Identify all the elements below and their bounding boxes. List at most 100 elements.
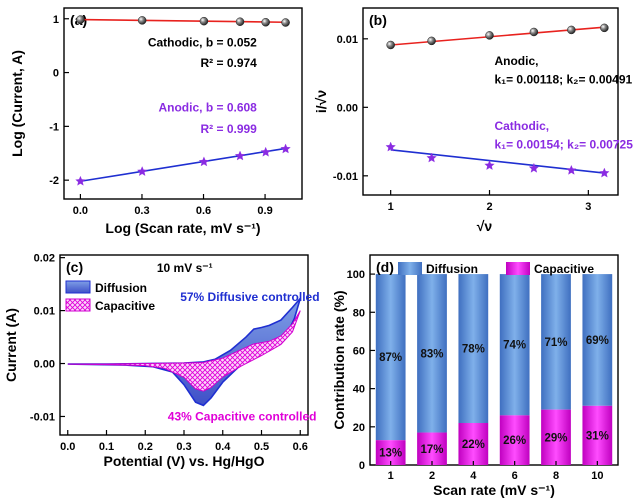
panel-b-point-cathodic — [599, 167, 610, 178]
panel-d-bar-diffusion — [375, 274, 406, 441]
panel-c-annotation-diffusive: 57% Diffusive controlled — [180, 290, 319, 304]
panel-d-label-diffusion: 87% — [379, 352, 402, 364]
panel-d-label-diffusion: 71% — [544, 337, 567, 349]
panel-b-annotation: k₁= 0.00154; k₂= 0.00725 — [494, 137, 633, 151]
chart-panel-d: 0 20 40 60 80 100 87% 13% 1 83% 17% 2 78% 22% 4 74% 26% 6… — [331, 254, 619, 498]
panel-b-xtick-label: 2 — [486, 201, 492, 213]
panel-a-point-anodic — [198, 156, 210, 167]
panel-a-point-anodic — [260, 146, 271, 157]
panel-b-annotation: Cathodic, — [494, 119, 549, 133]
panel-a-fit-cathodic — [80, 18, 286, 24]
panel-b-label: (b) — [369, 12, 387, 28]
panel-a-annotation: Cathodic, b = 0.052 — [148, 36, 257, 50]
panel-d-label-capacitive: 22% — [462, 439, 485, 451]
panel-b-point-cathodic — [528, 162, 540, 173]
panel-d-bar-diffusion — [417, 274, 447, 433]
panel-b-point-anodic — [600, 23, 609, 33]
chart-panel-b: 1 2 3 0.01 0.00 -0.01 (b) √ν i/√ν Anodic, k₁= 0.00… — [313, 7, 633, 234]
panel-d-bar-capacitive — [499, 415, 530, 465]
panel-a-point-cathodic — [235, 17, 245, 26]
chart-panel-c: 0.0 0.1 0.2 0.3 0.4 0.5 0.6 0.02 0.01 0.00 -0.01 (c… — [3, 253, 320, 469]
panel-b-point-anodic — [427, 36, 436, 46]
panel-a-point-cathodic — [261, 18, 270, 27]
panel-a-xtick-label: 0.3 — [134, 205, 149, 217]
panel-a-point-cathodic — [281, 18, 290, 27]
panel-d-label-diffusion: 69% — [586, 335, 609, 347]
panel-c-annotation-capacitive: 43% Capacitive controlled — [168, 410, 317, 424]
panel-b-annotation: k₁= 0.00118; k₂= 0.00491 — [494, 72, 632, 86]
panel-d-bar-diffusion — [582, 274, 613, 406]
panel-b-ytick-label: 0.00 — [337, 102, 358, 114]
panel-b-ytick-label: -0.01 — [333, 171, 358, 183]
panel-d-bar-diffusion — [499, 274, 530, 416]
panel-c-title: 10 mV s⁻¹ — [157, 261, 213, 275]
panel-a-ylabel: Log (Current, A) — [9, 50, 25, 157]
panel-a-annotation: R² = 0.974 — [200, 56, 257, 70]
panel-d-legend-swatch-capacitive — [506, 262, 530, 275]
panel-d-bar-capacitive — [458, 423, 489, 465]
panel-d-bar-diffusion — [541, 274, 571, 410]
panel-d-legend-diffusion: Diffusion — [426, 262, 478, 276]
panel-d-label-capacitive: 17% — [420, 444, 443, 456]
panel-d-xtick-label: 4 — [470, 470, 477, 482]
panel-d-bar-capacitive — [375, 440, 406, 465]
panel-c-ytick-label: 0.02 — [34, 253, 55, 265]
panel-b-point-anodic — [485, 31, 494, 40]
panel-c-legend-swatch-diffusion — [65, 280, 91, 294]
panel-a-ytick-label: 0 — [53, 68, 59, 80]
panel-a-xtick-label: 0.0 — [73, 205, 88, 217]
panel-c-label: (c) — [66, 259, 83, 275]
panel-a-frame — [63, 7, 303, 200]
panel-b-annotation: Anodic, — [494, 54, 538, 68]
panel-c-ylabel: Current (A) — [3, 308, 19, 382]
panel-d-ytick-label: 100 — [347, 269, 365, 281]
chart-panel-a: 0.00.30.60.910-1-2(a)Log (Scan rate, mV … — [9, 7, 303, 236]
panel-a-fit-anodic — [80, 147, 286, 183]
panel-a-point-anodic — [234, 150, 246, 161]
panel-c-xtick-label: 0.0 — [60, 441, 75, 453]
panel-a-point-anodic — [75, 175, 86, 186]
panel-d-ylabel: Contribution rate (%) — [331, 290, 347, 429]
panel-b-point-cathodic — [385, 141, 396, 152]
panel-d-legend-capacitive: Capacitive — [534, 262, 594, 276]
panel-c-ytick-label: 0.01 — [34, 306, 55, 318]
panel-d-ytick-label: 0 — [359, 460, 365, 472]
panel-a-xtick-label: 0.6 — [196, 205, 211, 217]
panel-c-xtick-label: 0.6 — [293, 441, 308, 453]
panel-c-xtick-label: 0.3 — [176, 441, 191, 453]
panel-d-bar-capacitive — [582, 405, 613, 465]
panel-b-xtick-label: 1 — [388, 201, 394, 213]
panel-a-point-cathodic — [137, 16, 147, 25]
panel-d-label-capacitive: 31% — [586, 430, 609, 442]
panel-c-legend-swatch-capacitive — [65, 298, 91, 312]
panel-a-point-anodic — [280, 143, 291, 154]
panel-a-ytick-label: 1 — [53, 14, 59, 26]
panel-a-ytick-label: -1 — [49, 121, 59, 133]
panel-a-xlabel: Log (Scan rate, mV s⁻¹) — [105, 220, 260, 236]
panel-b-xlabel: √ν — [477, 218, 493, 234]
panel-a-annotation: Anodic, b = 0.608 — [158, 100, 257, 114]
panel-b-point-cathodic — [484, 160, 495, 170]
panel-d-xlabel: Scan rate (mV s⁻¹) — [433, 482, 555, 498]
panel-a-annotation: R² = 0.999 — [200, 122, 257, 136]
panel-d-bar-capacitive — [417, 432, 447, 465]
panel-d-ytick-label: 40 — [353, 384, 365, 396]
panel-c-xtick-label: 0.5 — [254, 441, 269, 453]
panel-b-frame — [362, 7, 619, 196]
panel-d-xtick-label: 8 — [553, 470, 559, 482]
panel-b-ytick-label: 0.01 — [337, 34, 358, 46]
panel-d-legend-swatch-diffusion — [398, 262, 422, 275]
panel-b-xtick-label: 3 — [585, 201, 591, 213]
panel-b-point-cathodic — [426, 152, 437, 163]
panel-d-label-diffusion: 74% — [503, 340, 526, 352]
panel-c-legend-diffusion: Diffusion — [95, 281, 147, 295]
panel-d-ytick-label: 20 — [353, 422, 365, 434]
panel-c-xlabel: Potential (V) vs. Hg/HgO — [103, 453, 264, 469]
panel-b-point-anodic — [386, 40, 395, 50]
panel-d-xtick-label: 10 — [591, 470, 603, 482]
panel-d-label: (d) — [376, 259, 394, 275]
panel-d-label-capacitive: 26% — [503, 435, 526, 447]
panel-d-xtick-label: 1 — [388, 470, 394, 482]
panel-d-xtick-label: 6 — [512, 470, 518, 482]
